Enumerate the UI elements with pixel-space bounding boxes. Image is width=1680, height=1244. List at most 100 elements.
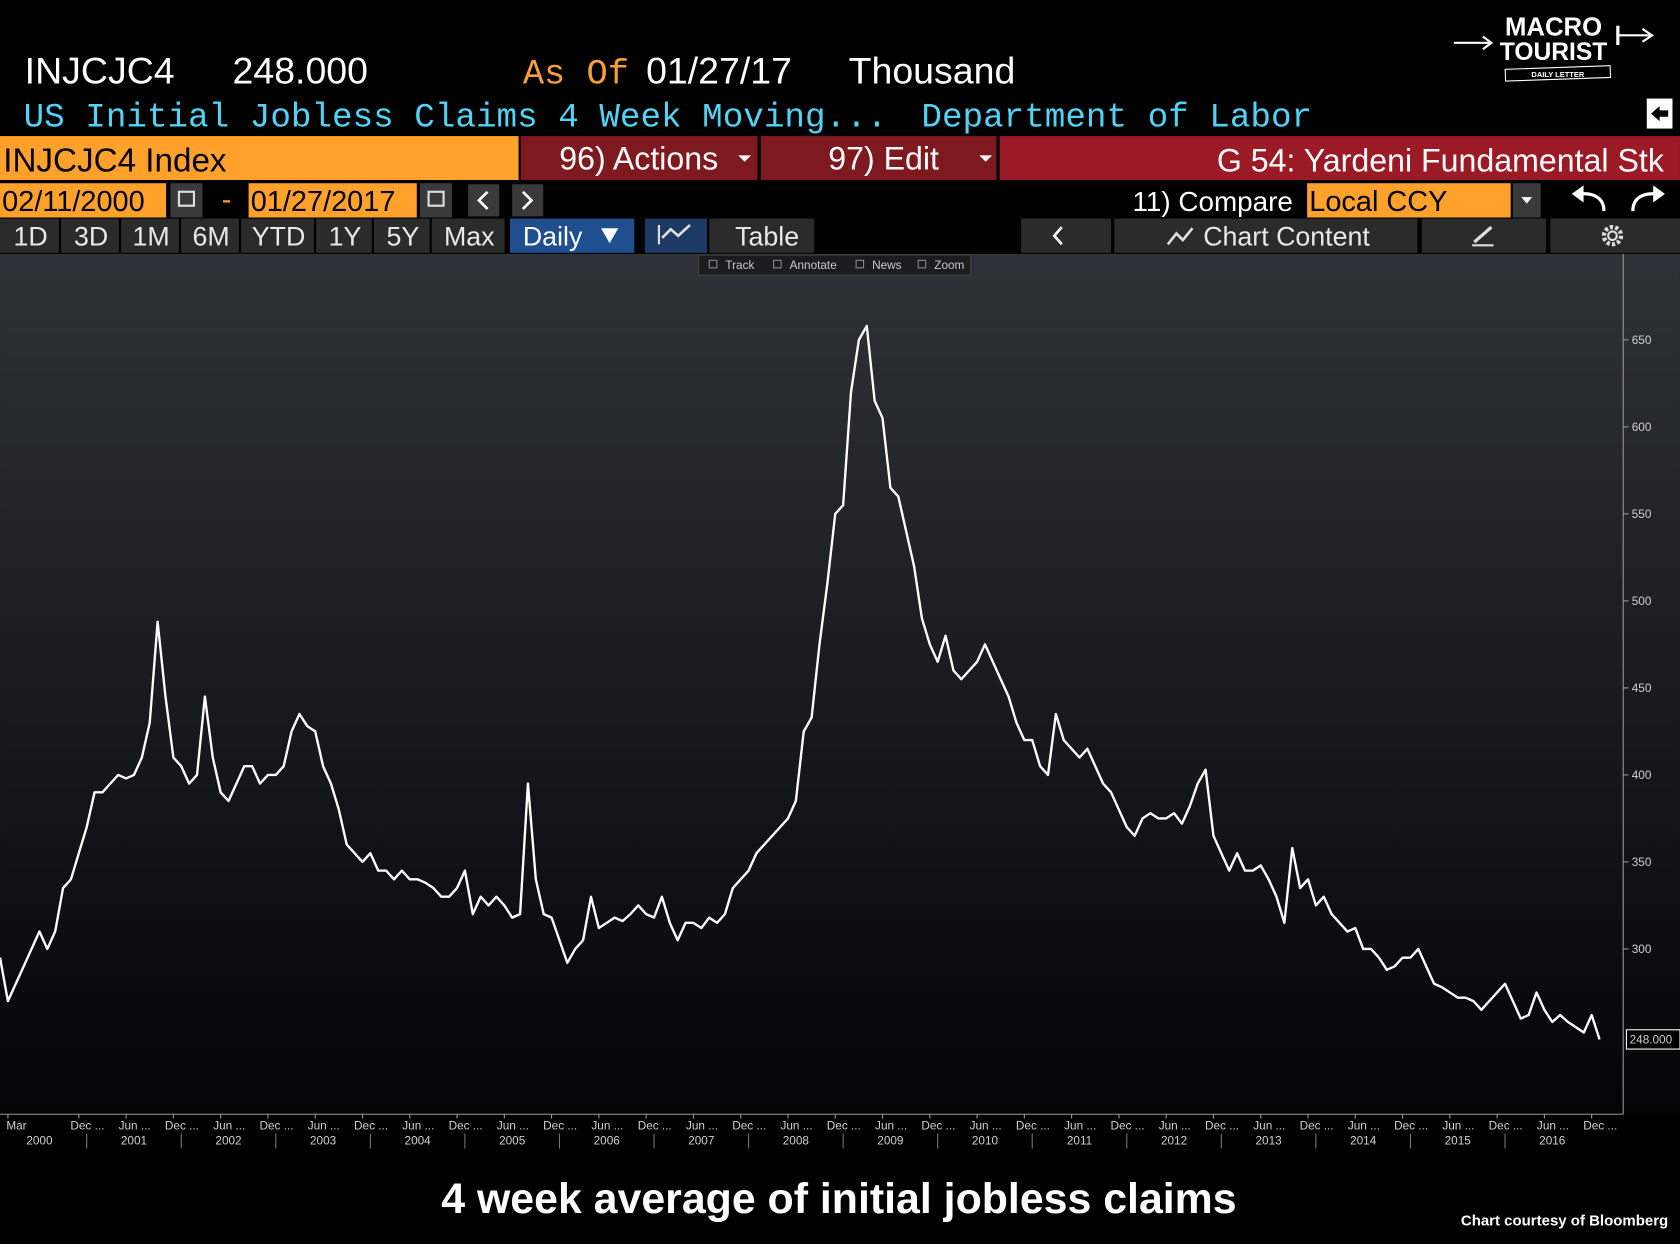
dropdown-arrow [979,155,993,162]
period-button[interactable] [121,218,179,253]
year-label: 2013 [1256,1134,1283,1147]
year-label: 2005 [499,1134,526,1147]
calendar-button[interactable] [170,183,203,218]
dropdown-arrow [1521,197,1533,204]
compare-button[interactable]: 11) Compare [1132,186,1292,217]
x-tick-label: Jun ... [1159,1119,1191,1132]
annotate-button[interactable] [1421,218,1547,253]
calendar-box [420,183,453,218]
chart-content-icon [1166,227,1194,246]
year-label: 2011 [1067,1134,1092,1147]
chart-type-box [645,218,708,253]
last-value-label: 248.000 [1630,1034,1673,1047]
currency-dropdown[interactable] [1512,183,1541,218]
y-tick-label: 500 [1632,595,1652,608]
period-label: 1M [132,221,169,251]
x-tick-label: Jun ... [781,1119,813,1132]
period-label: 1Y [329,221,362,251]
back-button[interactable] [468,184,500,217]
calendar-button[interactable] [420,183,453,218]
back-box [468,184,500,217]
x-tick-label: Jun ... [1064,1119,1096,1132]
chart-tool[interactable]: Zoom [934,259,964,272]
redo-button[interactable] [1631,185,1665,212]
x-tick-label: Dec ... [1300,1119,1334,1132]
export-icon-arrow [1651,106,1669,122]
year-label: 2010 [972,1134,999,1147]
logo-line: MACRO [1505,13,1602,41]
start-date: 02/11/2000 [2,186,145,218]
logo-arrow-head [1641,28,1655,43]
settings-button[interactable] [1550,218,1680,253]
x-tick-label: Jun ... [308,1119,340,1132]
y-tick-label: 400 [1632,769,1652,782]
x-tick-label: Jun ... [213,1119,245,1132]
period-button[interactable] [431,218,505,253]
chart-tool[interactable]: Track [725,259,754,272]
source: Department of Labor [921,98,1312,137]
forward-button[interactable] [512,184,544,217]
year-label: 2001 [121,1134,147,1147]
gear-icon [1601,224,1624,247]
x-tick-label: Jun ... [1253,1119,1285,1132]
period-button[interactable] [316,218,372,253]
period-button[interactable] [0,218,59,253]
x-tick-label: Dec ... [638,1119,672,1132]
period-button[interactable] [241,218,314,253]
year-label: 2009 [877,1134,903,1147]
period-button[interactable] [61,218,119,253]
end-date-field[interactable] [248,183,417,218]
group-button[interactable] [999,136,1680,180]
forward-box [512,184,544,217]
currency-field[interactable] [1307,183,1511,218]
logo-band [1504,65,1612,82]
as-of-date: 01/27/17 [646,50,792,92]
actions-button[interactable] [520,136,758,180]
chart-tool[interactable]: News [872,259,902,272]
currency: Local CCY [1309,186,1447,218]
chart-tool[interactable]: Annotate [790,259,838,272]
x-tick-label: Dec ... [259,1119,293,1132]
chart-content-button[interactable] [1114,218,1418,253]
period-label: YTD [252,221,306,251]
redo-arrow [1653,185,1665,203]
x-tick-label: Dec ... [354,1119,388,1132]
undo-arrow [1571,185,1584,203]
unit: Thousand [849,50,1016,92]
x-tick-label: Dec ... [543,1119,577,1132]
period-tabs: 1D 3D 1M 6M YTD 1Y 5Y Max [0,218,505,253]
period-button[interactable] [181,218,239,253]
security-field[interactable] [0,136,519,180]
collapse-box [1021,218,1112,253]
x-tick-label: Dec ... [449,1119,483,1132]
table-button[interactable] [709,218,815,253]
undo-button[interactable] [1571,185,1606,212]
chart-type-button[interactable] [645,218,708,253]
year-label: 2004 [405,1134,432,1147]
start-date-field[interactable] [0,183,167,218]
edit-label: 97) Edit [828,140,939,176]
period-label: 3D [74,221,108,251]
dropdown-arrow [601,228,619,244]
x-tick-label: Jun ... [1442,1119,1474,1132]
calendar-icon [177,190,196,207]
y-tick-label: 350 [1632,856,1652,869]
forward-arrow [521,190,534,210]
export-icon[interactable] [1646,98,1673,129]
as-of-label: As Of [523,55,629,95]
year-label: 2006 [594,1134,621,1147]
tool-icon [855,259,865,269]
y-tick-label: 600 [1632,421,1652,434]
year-label: 2002 [215,1134,241,1147]
year-label: 2008 [783,1134,810,1147]
end-date: 01/27/2017 [251,186,396,218]
x-tick-label: Dec ... [1016,1119,1050,1132]
x-tick-label: Jun ... [1348,1119,1380,1132]
edit-button[interactable] [760,136,997,180]
collapse-button[interactable] [1021,218,1112,253]
year-label: 2014 [1350,1134,1377,1147]
data-line [0,324,1601,1040]
period-button[interactable] [373,218,430,253]
